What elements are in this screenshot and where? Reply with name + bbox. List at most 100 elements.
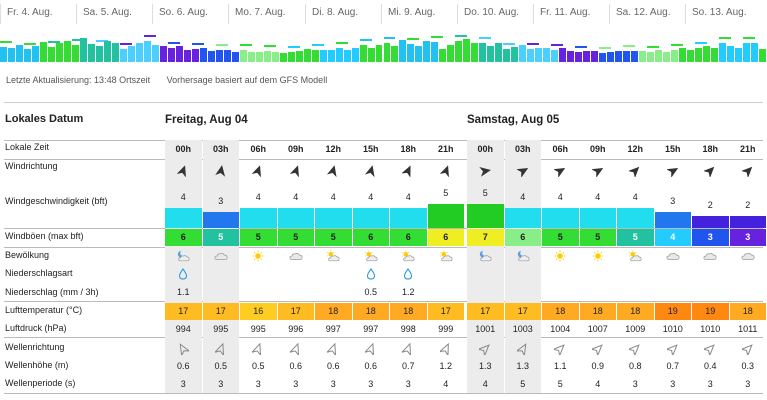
overview-gust-tick (431, 36, 444, 39)
wind-speed-bar (202, 212, 239, 228)
wave-direction-arrow-icon (214, 343, 224, 355)
wind-direction-arrow-icon (591, 168, 603, 177)
wind-direction-arrow-icon (516, 168, 528, 177)
overview-day-tab[interactable]: Do. 10. Aug. (457, 4, 519, 24)
pressure-value: 1003 (512, 324, 533, 334)
overview-bar (655, 50, 663, 62)
gust-value: 5 (315, 229, 352, 246)
overview-bar (575, 51, 583, 62)
wind-speed-value: 2 (707, 200, 713, 210)
overview-day-tab[interactable]: So. 6. Aug. (152, 4, 208, 24)
wind-speed-bar (427, 204, 464, 228)
cloud-icon (666, 253, 680, 260)
overview-day-tab[interactable]: Mi. 9. Aug. (381, 4, 435, 24)
pressure-value: 998 (400, 324, 416, 334)
overview-gust-tick (479, 37, 492, 40)
overview-gust-tick (551, 44, 564, 47)
wind-speed-value: 4 (180, 192, 186, 202)
hour-cell: 00h (175, 144, 191, 154)
temperature-value: 18 (617, 303, 654, 320)
overview-day-tab[interactable]: Fr. 4. Aug. (0, 4, 53, 24)
overview-bar (439, 48, 447, 62)
row-label-wave-period: Wellenperiode (s) (5, 378, 76, 388)
overview-bar (223, 50, 231, 62)
pressure-value: 1009 (625, 324, 646, 334)
wind-speed-bar (579, 208, 616, 228)
night-column-shade (504, 140, 541, 393)
overview-bar (399, 39, 407, 62)
overview-bar (295, 50, 303, 62)
overview-bar (551, 50, 559, 62)
overview-bar (15, 44, 23, 62)
overview-bar (0, 46, 7, 62)
wind-speed-bar (352, 208, 389, 228)
overview-day-tab[interactable]: Sa. 12. Aug. (609, 4, 671, 24)
hour-cell: 06h (552, 144, 568, 154)
overview-bar (527, 49, 535, 62)
wave-direction-arrow-icon (516, 343, 527, 355)
wave-period-value: 3 (745, 379, 751, 389)
wind-speed-value: 2 (745, 200, 751, 210)
overview-day-tab[interactable]: Fr. 11. Aug. (533, 4, 590, 24)
wind-speed-bar (277, 208, 314, 228)
overview-bar (63, 41, 71, 62)
wind-direction-arrow-icon (327, 165, 337, 177)
row-divider (4, 393, 763, 394)
overview-gust-tick (527, 43, 540, 46)
overview-bar (519, 44, 527, 62)
overview-bar (31, 45, 39, 62)
wave-direction-arrow-icon (402, 343, 412, 355)
wind-speed-bar (467, 204, 504, 228)
wind-direction-arrow-icon (554, 168, 566, 177)
hour-cell: 06h (250, 144, 266, 154)
overview-bar (543, 47, 551, 62)
wind-speed-bar (692, 216, 729, 228)
wave-direction-arrow-icon (252, 343, 262, 355)
wind-direction-arrow-icon (704, 166, 715, 177)
overview-bar (239, 50, 247, 62)
overview-bar (391, 46, 399, 62)
overview-gust-tick (455, 35, 468, 38)
overview-bar (639, 51, 647, 62)
wave-height-value: 0.9 (591, 361, 604, 371)
gust-value: 5 (617, 229, 654, 246)
overview-bar (327, 50, 335, 62)
temperature-value: 18 (579, 303, 616, 320)
overview-bar (119, 49, 127, 62)
overview-bar (127, 45, 135, 62)
overview-day-tab[interactable]: Mo. 7. Aug. (228, 4, 286, 24)
overview-bar (607, 52, 615, 62)
hour-cell: 12h (325, 144, 341, 154)
overview-bar (247, 51, 255, 62)
wind-speed-value: 4 (557, 192, 563, 202)
wind-speed-value: 4 (255, 192, 261, 202)
overview-gust-tick (743, 36, 756, 39)
wave-period-value: 4 (482, 379, 488, 389)
overview-gust-tick (143, 35, 156, 38)
wave-direction-arrow-icon (479, 344, 491, 355)
overview-day-tab[interactable]: Di. 8. Aug. (305, 4, 358, 24)
overview-bar (143, 41, 151, 62)
overview-bar (727, 46, 735, 62)
overview-bar (303, 49, 311, 62)
overview-bar (503, 49, 511, 62)
gust-value: 5 (579, 229, 616, 246)
wave-period-value: 3 (405, 379, 411, 389)
overview-bar (23, 49, 31, 62)
wind-speed-value: 4 (293, 192, 299, 202)
partly-sun-icon (402, 250, 415, 262)
hour-cell: 09h (589, 144, 606, 154)
wave-period-value: 3 (180, 379, 186, 389)
night-column-shade (202, 140, 239, 393)
overview-bar (103, 41, 111, 62)
wind-speed-value: 3 (670, 196, 676, 206)
overview-day-tab[interactable]: So. 13. Aug. (685, 4, 747, 24)
wind-direction-arrow-icon (402, 165, 411, 177)
day-header: Freitag, Aug 04 (165, 114, 248, 126)
overview-day-tab[interactable]: Sa. 5. Aug. (76, 4, 132, 24)
wind-direction-arrow-icon (479, 166, 492, 177)
overview-gust-tick (239, 44, 252, 47)
wind-speed-value: 4 (405, 192, 411, 202)
cloud-icon (741, 253, 755, 260)
overview-bar (343, 50, 351, 62)
